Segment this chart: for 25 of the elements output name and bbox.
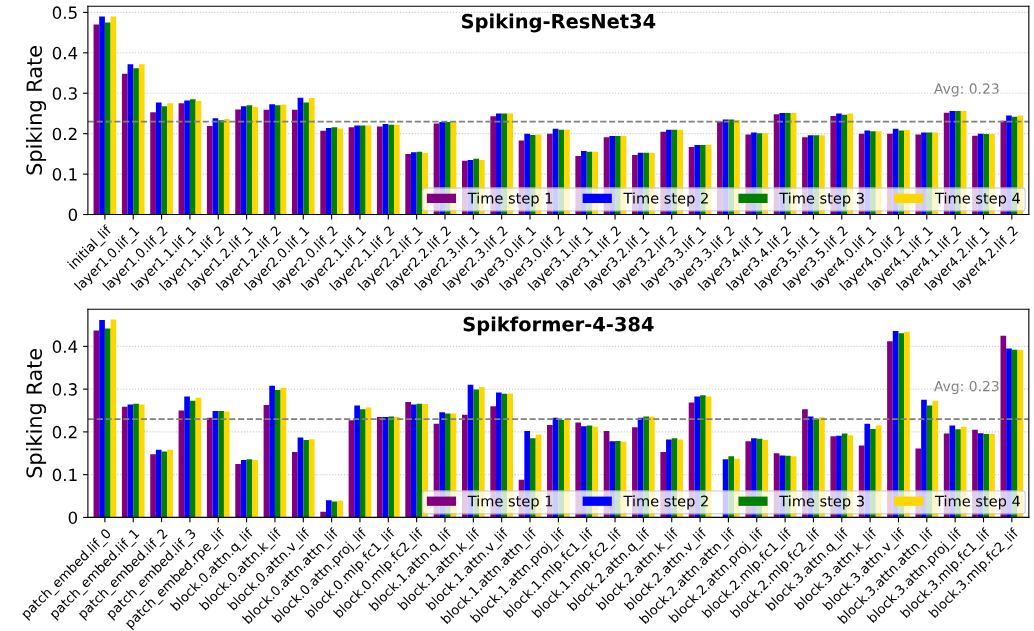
y-tick-label: 0.2	[52, 425, 77, 439]
legend-label: Time step 2	[623, 495, 708, 510]
y-tick-label: 0.5	[52, 6, 77, 19]
y-tick-label: 0	[68, 511, 78, 524]
y-tick-label: 0.1	[52, 168, 77, 181]
chart-title: Spiking-ResNet34	[461, 13, 656, 33]
legend-label: Time step 2	[623, 192, 708, 207]
y-tick-label: 0	[68, 208, 78, 222]
legend-label: Time step 1	[467, 495, 553, 510]
y-tick-label: 0.3	[52, 383, 77, 396]
y-tick-label: 0.4	[52, 340, 78, 353]
legend-label: Time step 3	[779, 192, 864, 207]
y-axis-title: Spiking Rate	[25, 348, 47, 478]
legend-label: Time step 4	[934, 192, 1020, 207]
y-tick-label: 0.3	[52, 87, 77, 100]
y-tick-label: 0.4	[52, 46, 78, 60]
legend-label: Time step 3	[779, 495, 864, 510]
y-tick-label: 0.1	[52, 468, 77, 482]
y-axis-title: Spiking Rate	[25, 46, 47, 175]
legend-label: Time step 1	[467, 192, 553, 207]
legend-label: Time step 4	[934, 495, 1020, 510]
ref-line-label: Avg: 0.23	[934, 83, 999, 97]
chart-title: Spikformer-4-384	[463, 316, 654, 336]
ref-line-label: Avg: 0.23	[934, 380, 999, 395]
y-tick-label: 0.2	[52, 127, 77, 141]
